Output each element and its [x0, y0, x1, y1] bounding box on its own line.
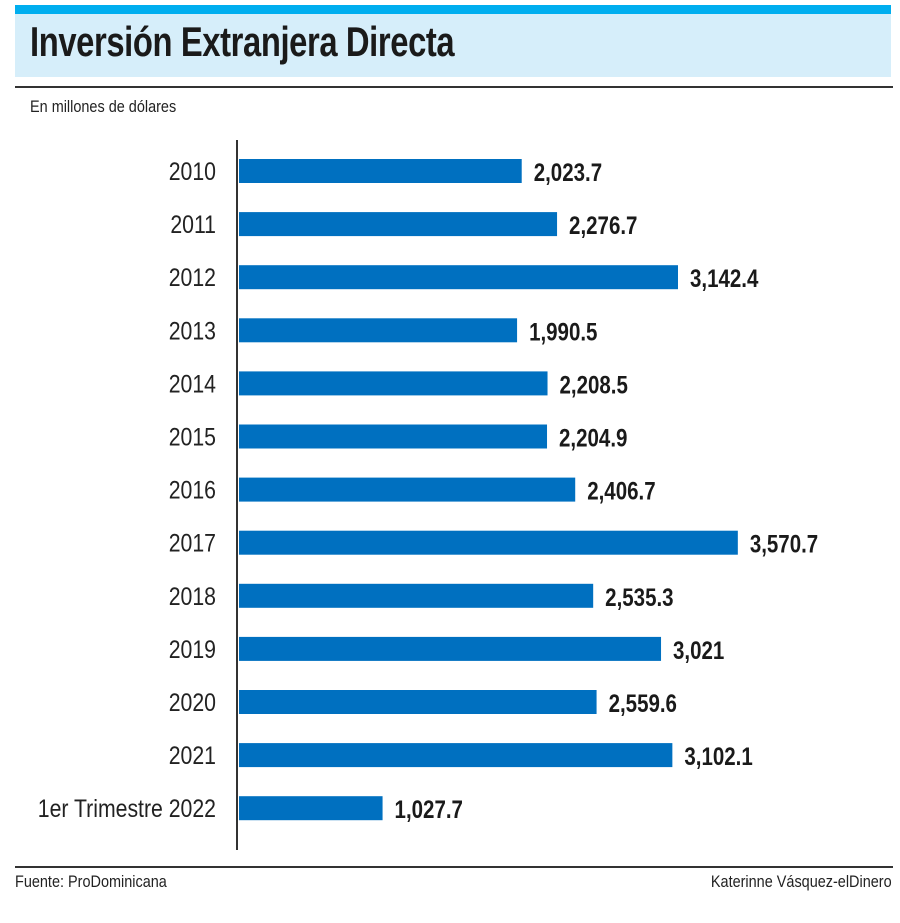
- bar: [239, 583, 594, 608]
- bar: [239, 159, 522, 183]
- value-label: 3,142.4: [690, 264, 759, 292]
- value-label: 3,570.7: [750, 530, 818, 558]
- bar: [239, 743, 673, 768]
- category-label: 1er Trimestre 2022: [38, 795, 216, 823]
- category-label: 2016: [169, 476, 216, 504]
- category-label: 2010: [169, 157, 216, 185]
- source-note: Fuente: ProDominicana: [15, 872, 167, 891]
- bar: [239, 318, 518, 343]
- header-rule: [15, 86, 893, 88]
- category-label: 2021: [169, 741, 216, 769]
- value-label: 2,276.7: [569, 211, 637, 239]
- bar: [239, 424, 548, 449]
- category-label: 2020: [169, 688, 216, 716]
- chart-title: Inversión Extranjera Directa: [30, 18, 455, 65]
- value-label: 1,027.7: [395, 795, 463, 823]
- category-label: 2014: [169, 370, 216, 398]
- category-label: 2019: [169, 635, 216, 663]
- value-label: 2,559.6: [609, 689, 677, 717]
- bar: [239, 477, 576, 502]
- bar: [239, 371, 548, 396]
- bar: [239, 636, 662, 661]
- top-accent-bar: [15, 5, 891, 14]
- bar: [239, 690, 597, 714]
- footer-rule: [15, 866, 893, 868]
- category-label: 2011: [170, 210, 216, 238]
- value-label: 2,208.5: [560, 370, 629, 398]
- value-label: 2,204.9: [559, 424, 627, 452]
- category-label: 2013: [169, 317, 216, 345]
- value-label: 2,406.7: [587, 477, 655, 505]
- chart-subtitle: En millones de dólares: [30, 97, 177, 116]
- value-label: 1,990.5: [529, 317, 598, 345]
- bar: [239, 265, 678, 290]
- value-label: 3,102.1: [684, 742, 753, 770]
- bar: [239, 796, 383, 821]
- category-label: 2018: [169, 582, 216, 610]
- credit-note: Katerinne Vásquez-elDinero: [711, 872, 892, 891]
- value-label: 2,023.7: [534, 158, 602, 186]
- value-label: 2,535.3: [605, 583, 673, 611]
- bar: [239, 530, 738, 555]
- title-banner: [15, 14, 891, 77]
- category-label: 2012: [169, 264, 216, 292]
- category-label: 2015: [169, 423, 216, 451]
- bar: [239, 212, 558, 237]
- value-label: 3,021: [673, 636, 725, 664]
- category-label: 2017: [169, 529, 216, 557]
